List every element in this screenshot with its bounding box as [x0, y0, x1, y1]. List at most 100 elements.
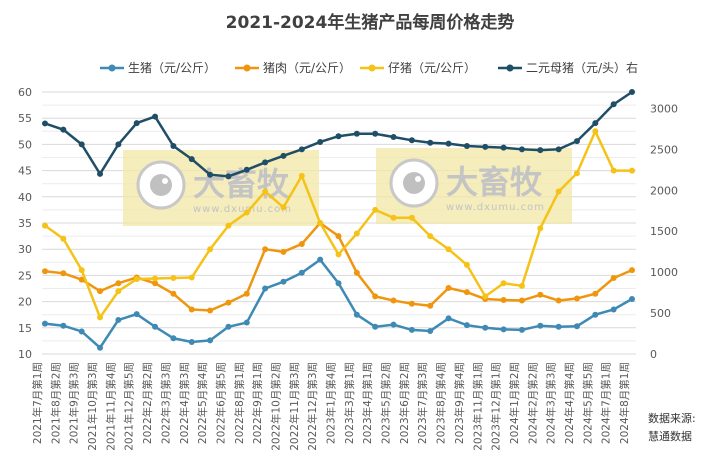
data-point	[298, 172, 305, 179]
x-tick-label: 2022年2月第2周	[141, 362, 154, 444]
left-tick-label: 60	[18, 86, 32, 99]
data-point	[78, 141, 85, 148]
data-point	[353, 269, 360, 276]
series-3	[42, 89, 635, 180]
left-tick-label: 35	[18, 217, 32, 230]
data-point	[372, 293, 379, 300]
data-point	[500, 297, 507, 304]
data-point	[537, 291, 544, 298]
data-point	[60, 322, 67, 329]
data-point	[372, 323, 379, 330]
x-tick-label: 2022年8月第1周	[233, 362, 246, 444]
data-point	[335, 233, 342, 240]
x-tick-label: 2021年8月第2周	[49, 362, 62, 444]
chart-title: 2021-2024年生猪产品每周价格走势	[226, 12, 515, 33]
svg-text:大畜牧: 大畜牧	[446, 163, 543, 201]
data-point	[390, 321, 397, 328]
series-line	[44, 257, 633, 350]
data-point	[335, 280, 342, 287]
left-tick-label: 55	[18, 112, 32, 125]
data-point	[262, 188, 269, 195]
data-point	[390, 134, 397, 141]
data-point	[207, 246, 214, 253]
data-point	[500, 280, 507, 287]
data-point	[298, 269, 305, 276]
data-point	[408, 214, 415, 221]
data-point	[592, 311, 599, 318]
data-point	[463, 289, 470, 296]
data-point	[408, 300, 415, 307]
data-point	[243, 319, 250, 326]
data-point	[592, 120, 599, 127]
legend: 生猪（元/公斤） 猪肉（元/公斤） 仔猪（元/公斤） 二元母猪（元/头）右	[100, 60, 638, 75]
data-point	[225, 222, 232, 229]
data-point	[207, 307, 214, 314]
x-tick-label: 2021年7月第1周	[31, 362, 44, 444]
data-point	[188, 338, 195, 345]
data-point	[629, 267, 635, 274]
data-point	[390, 214, 397, 221]
right-tick-label: 500	[650, 307, 671, 320]
x-tick-label: 2022年11月第3周	[288, 362, 301, 451]
x-tick-label: 2023年11月第1周	[471, 362, 484, 451]
data-point	[518, 326, 525, 333]
data-point	[482, 143, 489, 150]
data-point	[335, 133, 342, 140]
data-point	[537, 225, 544, 232]
data-point	[445, 140, 452, 147]
data-point	[335, 251, 342, 258]
data-point	[537, 147, 544, 154]
x-tick-label: 2023年8月第4周	[435, 362, 448, 444]
data-point	[482, 293, 489, 300]
data-point	[537, 322, 544, 329]
x-tick-label: 2023年12月第1周	[490, 362, 503, 451]
data-point	[42, 120, 48, 127]
data-point	[97, 314, 104, 321]
data-point	[427, 302, 434, 309]
x-tick-label: 2023年3月第1周	[343, 362, 356, 444]
data-point	[500, 144, 507, 151]
data-point	[115, 288, 122, 295]
x-tick-label: 2022年4月第3周	[178, 362, 191, 444]
x-tick-label: 2022年5月第4周	[196, 362, 209, 444]
data-point	[317, 220, 324, 226]
data-point	[78, 328, 85, 335]
data-point	[445, 246, 452, 253]
svg-text:www.dxumu.com: www.dxumu.com	[446, 202, 545, 213]
data-point	[60, 235, 67, 242]
legend-marker	[368, 64, 376, 72]
data-point	[427, 327, 434, 334]
legend-label: 二元母猪（元/头）右	[526, 60, 638, 75]
data-point	[243, 166, 250, 173]
data-point	[170, 290, 177, 297]
data-point	[78, 276, 85, 283]
right-tick-label: 2000	[650, 184, 678, 197]
data-point	[500, 326, 507, 333]
x-tick-label: 2022年6月第5周	[214, 362, 227, 444]
left-tick-label: 50	[18, 138, 32, 151]
data-point	[207, 337, 214, 344]
data-point	[115, 316, 122, 323]
data-point	[280, 248, 287, 255]
data-point	[133, 276, 140, 283]
data-point	[225, 299, 232, 306]
data-point	[298, 240, 305, 247]
data-point	[280, 204, 287, 211]
data-point	[573, 138, 580, 145]
legend-marker	[108, 64, 116, 72]
data-point	[390, 297, 397, 304]
data-point	[317, 256, 324, 263]
data-point	[610, 306, 617, 313]
data-point	[427, 233, 434, 240]
data-point	[152, 323, 159, 330]
data-point	[97, 344, 104, 351]
data-point	[115, 280, 122, 287]
source-label: 数据来源:	[648, 411, 696, 425]
axes: 10 15 20 25 30 35 40 45 50 55 60 0 500 1000 1500 2000 25…	[18, 86, 678, 451]
data-point	[262, 285, 269, 292]
x-tick-label: 2023年1月第4周	[325, 362, 338, 444]
